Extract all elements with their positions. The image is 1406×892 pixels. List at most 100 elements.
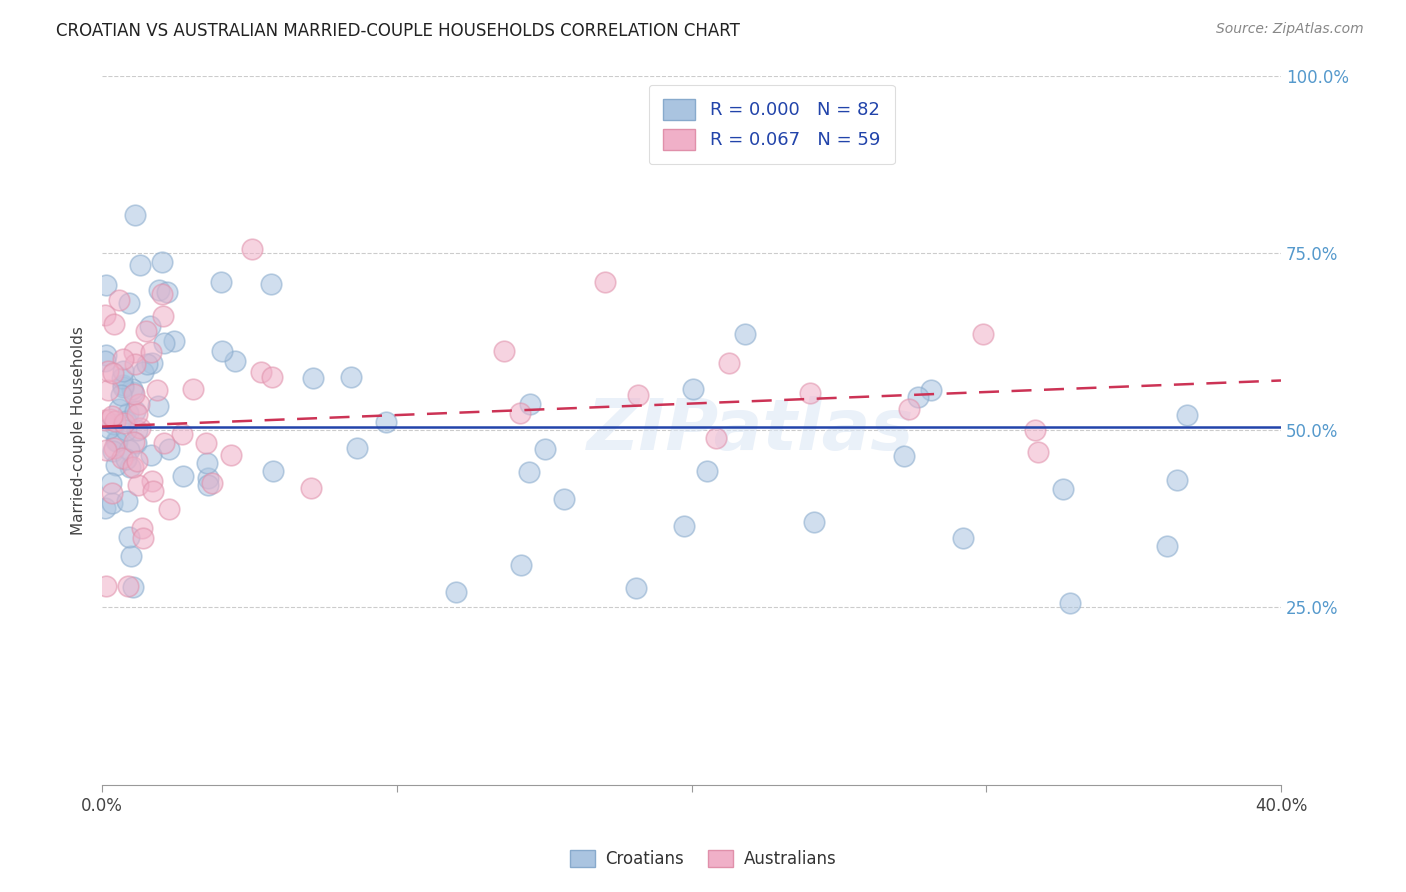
Point [907, 390, 929, 404]
Point [141, 474, 163, 488]
Y-axis label: Married-couple Households: Married-couple Households [72, 326, 86, 534]
Point [94, 443, 117, 458]
Point [492, 343, 515, 358]
Point [519, 465, 541, 479]
Point [346, 442, 368, 456]
Point [624, 582, 647, 596]
Point [103, 441, 125, 455]
Point [128, 258, 150, 272]
Point [110, 388, 132, 402]
Point [893, 450, 915, 464]
Point [627, 388, 650, 402]
Point [682, 382, 704, 396]
Point [201, 475, 224, 490]
Point [108, 293, 131, 307]
Point [101, 366, 124, 380]
Point [94, 308, 117, 322]
Point [94, 277, 117, 292]
Point [897, 402, 920, 417]
Point [299, 481, 322, 495]
Point [118, 442, 141, 457]
Point [593, 276, 616, 290]
Point [127, 423, 149, 437]
Point [799, 386, 821, 401]
Point [118, 530, 141, 544]
Point [100, 475, 122, 490]
Point [240, 242, 263, 256]
Point [803, 516, 825, 530]
Point [197, 470, 219, 484]
Point [120, 459, 142, 474]
Point [262, 369, 284, 384]
Point [194, 436, 217, 450]
Point [111, 380, 134, 394]
Text: ZIPatlas: ZIPatlas [586, 396, 914, 465]
Point [1166, 473, 1188, 487]
Point [718, 355, 741, 369]
Point [122, 385, 145, 400]
Point [195, 456, 218, 470]
Point [115, 494, 138, 508]
Point [94, 501, 117, 516]
Legend: R = 0.000   N = 82, R = 0.067   N = 59: R = 0.000 N = 82, R = 0.067 N = 59 [648, 85, 894, 164]
Point [145, 383, 167, 397]
Point [101, 409, 124, 423]
Legend: Croatians, Australians: Croatians, Australians [562, 843, 844, 875]
Point [150, 255, 173, 269]
Point [142, 483, 165, 498]
Point [704, 431, 727, 445]
Point [1059, 596, 1081, 610]
Point [181, 382, 204, 396]
Point [1175, 408, 1198, 422]
Point [124, 404, 146, 418]
Point [103, 417, 125, 432]
Point [103, 317, 125, 331]
Point [101, 485, 124, 500]
Point [101, 443, 124, 458]
Point [118, 296, 141, 310]
Point [1052, 482, 1074, 496]
Point [122, 435, 145, 450]
Point [141, 356, 163, 370]
Point [94, 354, 117, 368]
Point [94, 413, 117, 427]
Point [509, 407, 531, 421]
Point [111, 352, 134, 367]
Point [114, 414, 136, 428]
Point [117, 579, 139, 593]
Point [128, 397, 150, 411]
Point [105, 458, 128, 473]
Point [224, 353, 246, 368]
Point [135, 324, 157, 338]
Point [112, 377, 135, 392]
Point [127, 478, 149, 492]
Point [138, 318, 160, 333]
Point [132, 531, 155, 545]
Point [135, 357, 157, 371]
Point [696, 463, 718, 477]
Point [209, 275, 232, 289]
Point [163, 334, 186, 348]
Point [111, 451, 134, 466]
Point [734, 327, 756, 342]
Point [510, 558, 533, 572]
Point [97, 421, 120, 435]
Point [101, 496, 124, 510]
Point [211, 344, 233, 359]
Point [129, 421, 152, 435]
Point [301, 371, 323, 385]
Point [127, 407, 149, 421]
Point [260, 277, 283, 292]
Point [534, 442, 557, 456]
Point [156, 285, 179, 299]
Point [139, 448, 162, 462]
Point [172, 468, 194, 483]
Point [152, 335, 174, 350]
Point [152, 309, 174, 323]
Point [148, 399, 170, 413]
Point [105, 434, 128, 449]
Point [148, 284, 170, 298]
Point [157, 501, 180, 516]
Point [150, 287, 173, 301]
Point [105, 434, 128, 448]
